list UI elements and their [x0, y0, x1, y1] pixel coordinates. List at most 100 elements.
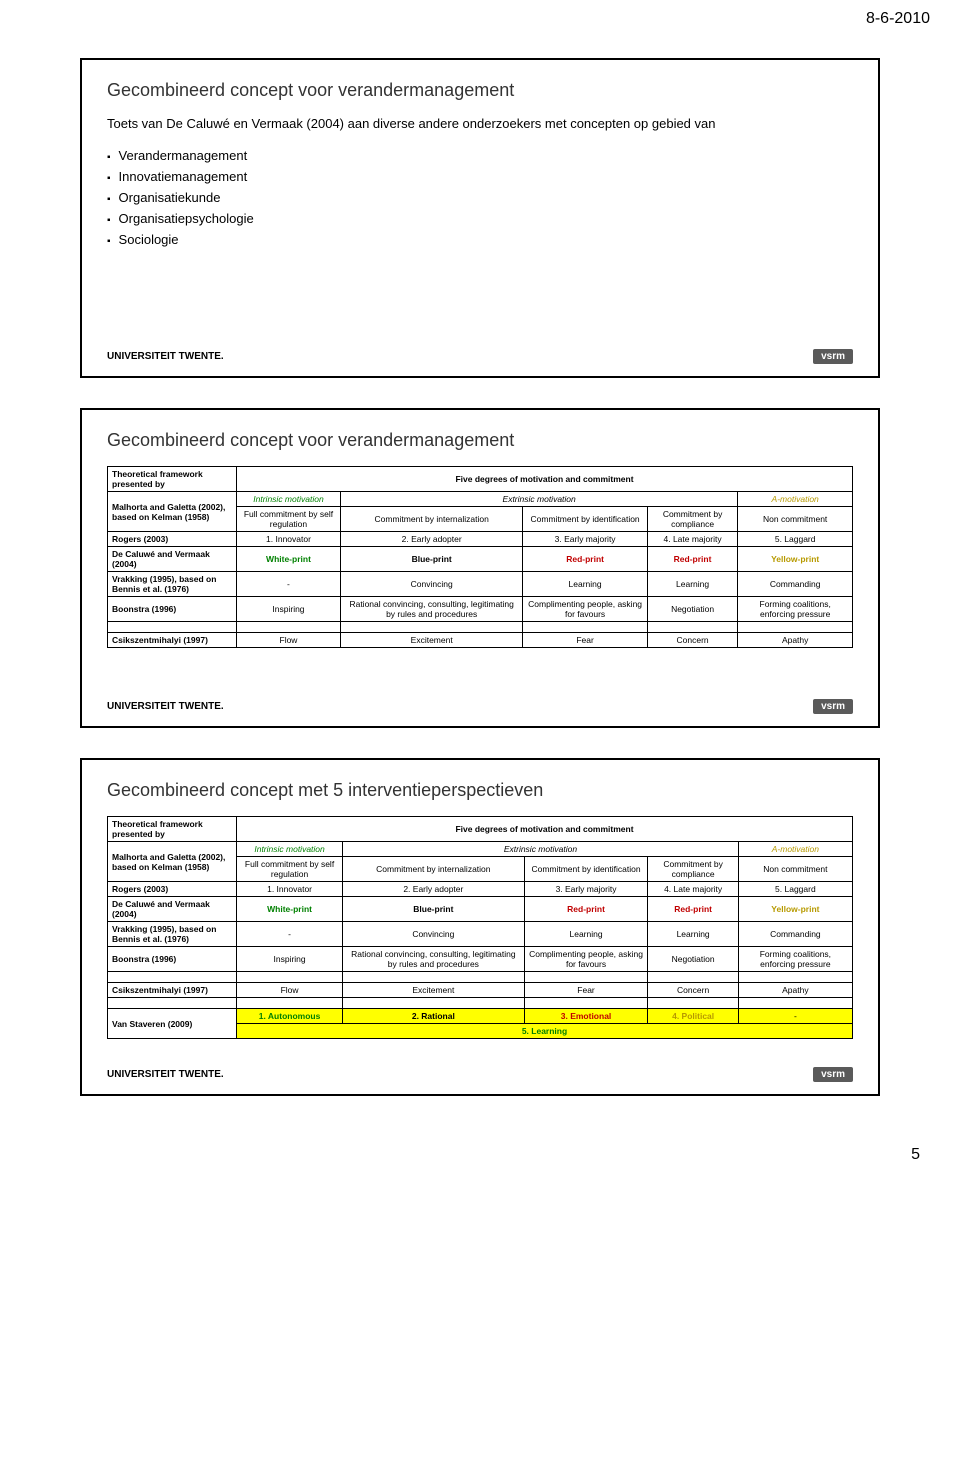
cell: Commitment by compliance — [647, 507, 738, 532]
cell: Excitement — [340, 633, 522, 648]
cell: 3. Emotional — [524, 1009, 648, 1024]
cell: Commitment by compliance — [648, 857, 738, 882]
slide2-title: Gecombineerd concept voor verandermanage… — [107, 430, 853, 451]
header-extrinsic: Extrinsic motivation — [340, 492, 737, 507]
cell: Red-print — [647, 547, 738, 572]
header-intrinsic: Intrinsic motivation — [237, 492, 341, 507]
university-label: UNIVERSITEIT TWENTE. — [107, 701, 224, 712]
cell: 3. Early majority — [523, 532, 647, 547]
header-extrinsic: Extrinsic motivation — [343, 842, 739, 857]
cell: Red-print — [524, 897, 648, 922]
header-presented-by: Theoretical framework presented by — [108, 817, 237, 842]
cell: Red-print — [648, 897, 738, 922]
cell: Blue-print — [340, 547, 522, 572]
cell: Complimenting people, asking for favours — [523, 597, 647, 622]
row-vrakking: Vrakking (1995), based on Bennis et al. … — [108, 922, 237, 947]
cell: Rational convincing, consulting, legitim… — [343, 947, 524, 972]
cell: Concern — [647, 633, 738, 648]
cell: Red-print — [523, 547, 647, 572]
cell: Commanding — [738, 922, 852, 947]
row-boonstra: Boonstra (1996) — [108, 597, 237, 622]
slide-3: Gecombineerd concept met 5 interventiepe… — [80, 758, 880, 1096]
cell: Yellow-print — [738, 547, 853, 572]
cell: Non commitment — [738, 507, 853, 532]
slide1-subtitle: Toets van De Caluwé en Vermaak (2004) aa… — [107, 116, 853, 131]
bullet-item: Innovatiemanagement — [107, 166, 853, 187]
cell: Rational convincing, consulting, legitim… — [340, 597, 522, 622]
cell: Yellow-print — [738, 897, 852, 922]
cell: 4. Political — [648, 1009, 738, 1024]
cell: Commitment by internalization — [343, 857, 524, 882]
header-presented-by: Theoretical framework presented by — [108, 467, 237, 492]
cell: Apathy — [738, 983, 852, 998]
cell: Complimenting people, asking for favours — [524, 947, 648, 972]
cell: Forming coalitions, enforcing pressure — [738, 597, 853, 622]
header-amotivation: A-motivation — [738, 492, 853, 507]
row-rogers: Rogers (2003) — [108, 532, 237, 547]
cell: 4. Late majority — [647, 532, 738, 547]
slide-footer: UNIVERSITEIT TWENTE. vsrm — [107, 349, 853, 364]
cell: Convincing — [343, 922, 524, 947]
framework-table-2: Theoretical framework presented by Five … — [107, 816, 853, 1039]
cell: Flow — [237, 983, 343, 998]
row-malhorta: Malhorta and Galetta (2002), based on Ke… — [108, 492, 237, 532]
cell: 4. Late majority — [648, 882, 738, 897]
cell: 1. Innovator — [237, 532, 341, 547]
cell: Learning — [648, 922, 738, 947]
cell: Flow — [237, 633, 341, 648]
cell: 2. Early adopter — [343, 882, 524, 897]
framework-table-1: Theoretical framework presented by Five … — [107, 466, 853, 648]
row-vrakking: Vrakking (1995), based on Bennis et al. … — [108, 572, 237, 597]
cell: 2. Rational — [343, 1009, 524, 1024]
cell: White-print — [237, 547, 341, 572]
university-label: UNIVERSITEIT TWENTE. — [107, 351, 224, 362]
page-number: 5 — [0, 1126, 960, 1184]
cell-learning: 5. Learning — [237, 1024, 853, 1039]
slide-footer: UNIVERSITEIT TWENTE. vsrm — [107, 699, 853, 714]
bullet-item: Organisatiepsychologie — [107, 208, 853, 229]
row-csik: Csikszentmihalyi (1997) — [108, 633, 237, 648]
cell: Apathy — [738, 633, 853, 648]
vsrm-logo: vsrm — [813, 349, 853, 364]
cell: Convincing — [340, 572, 522, 597]
cell: Negotiation — [647, 597, 738, 622]
cell: Inspiring — [237, 597, 341, 622]
cell: 1. Autonomous — [237, 1009, 343, 1024]
cell: Inspiring — [237, 947, 343, 972]
cell: 1. Innovator — [237, 882, 343, 897]
cell: 5. Laggard — [738, 882, 852, 897]
cell: Negotiation — [648, 947, 738, 972]
header-five-degrees: Five degrees of motivation and commitmen… — [237, 817, 853, 842]
cell: Commitment by identification — [524, 857, 648, 882]
slide-footer: UNIVERSITEIT TWENTE. vsrm — [107, 1067, 853, 1082]
slide1-title: Gecombineerd concept voor verandermanage… — [107, 80, 853, 101]
cell: 2. Early adopter — [340, 532, 522, 547]
cell: - — [738, 1009, 852, 1024]
row-boonstra: Boonstra (1996) — [108, 947, 237, 972]
slide1-bullets: Verandermanagement Innovatiemanagement O… — [107, 145, 853, 250]
cell: Learning — [524, 922, 648, 947]
bullet-item: Verandermanagement — [107, 145, 853, 166]
row-rogers: Rogers (2003) — [108, 882, 237, 897]
cell: White-print — [237, 897, 343, 922]
cell: Excitement — [343, 983, 524, 998]
cell: Full commitment by self regulation — [237, 507, 341, 532]
cell: Commitment by internalization — [340, 507, 522, 532]
vsrm-logo: vsrm — [813, 699, 853, 714]
vsrm-logo: vsrm — [813, 1067, 853, 1082]
row-csik: Csikszentmihalyi (1997) — [108, 983, 237, 998]
header-amotivation: A-motivation — [738, 842, 852, 857]
cell: Non commitment — [738, 857, 852, 882]
cell: 3. Early majority — [524, 882, 648, 897]
row-malhorta: Malhorta and Galetta (2002), based on Ke… — [108, 842, 237, 882]
cell: - — [237, 922, 343, 947]
slide-2: Gecombineerd concept voor verandermanage… — [80, 408, 880, 728]
row-vanstaveren: Van Staveren (2009) — [108, 1009, 237, 1039]
cell: Concern — [648, 983, 738, 998]
row-caluwe: De Caluwé and Vermaak (2004) — [108, 897, 237, 922]
cell: Fear — [523, 633, 647, 648]
cell: Full commitment by self regulation — [237, 857, 343, 882]
slide3-title: Gecombineerd concept met 5 interventiepe… — [107, 780, 853, 801]
cell: Commanding — [738, 572, 853, 597]
cell: Learning — [647, 572, 738, 597]
